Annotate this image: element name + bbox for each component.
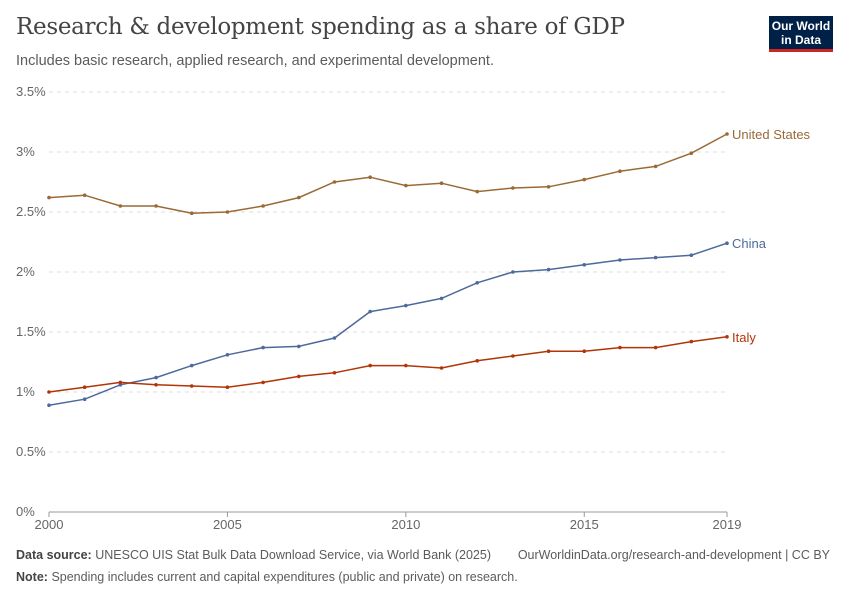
note-label: Note: (16, 570, 48, 584)
data-point (475, 359, 480, 363)
data-point (332, 336, 337, 340)
data-point (511, 354, 515, 358)
data-point (368, 363, 372, 368)
source-text[interactable]: UNESCO UIS Stat Bulk Data Download Servi… (95, 548, 491, 562)
x-tick-label: 2019 (713, 517, 742, 532)
data-point (439, 296, 444, 301)
series-label: China (732, 236, 767, 251)
data-point (725, 335, 729, 339)
data-point (653, 164, 658, 169)
data-point (582, 349, 587, 354)
data-point (154, 383, 158, 387)
data-point (189, 384, 194, 388)
data-point (725, 241, 729, 245)
data-point (368, 175, 372, 179)
y-tick-label: 1.5% (16, 324, 46, 339)
y-tick-label: 2% (16, 264, 35, 279)
note-text: Spending includes current and capital ex… (51, 570, 518, 584)
data-point (82, 193, 87, 197)
y-tick-label: 0.5% (16, 444, 46, 459)
data-point (511, 270, 515, 274)
series-label: United States (732, 127, 811, 142)
data-point (225, 353, 230, 357)
series-label: Italy (732, 330, 756, 345)
data-point (118, 204, 123, 208)
data-point (296, 344, 301, 349)
data-point (368, 309, 372, 314)
x-tick-label: 2000 (35, 517, 64, 532)
data-point (332, 180, 337, 184)
data-point (475, 281, 480, 285)
series-line-italy (48, 336, 728, 393)
x-tick-label: 2010 (391, 517, 420, 532)
data-point (296, 195, 301, 200)
chart-title: Research & development spending as a sha… (16, 14, 625, 40)
data-point (47, 195, 51, 200)
data-point (618, 169, 622, 173)
data-point (546, 349, 551, 354)
data-point (546, 185, 551, 189)
data-point (189, 211, 194, 215)
data-point (82, 397, 87, 402)
data-point (511, 186, 515, 190)
series-line-china (48, 242, 728, 406)
data-point (225, 385, 230, 390)
data-point (618, 258, 622, 262)
data-point (47, 390, 51, 394)
data-point (439, 366, 444, 370)
x-tick-label: 2015 (570, 517, 599, 532)
y-tick-label: 3% (16, 144, 35, 159)
data-point (653, 345, 658, 350)
y-tick-label: 3.5% (16, 84, 46, 99)
data-point (582, 263, 587, 267)
chart-subtitle: Includes basic research, applied researc… (16, 53, 494, 69)
data-point (546, 267, 551, 272)
data-point (225, 210, 230, 214)
data-point (332, 371, 337, 375)
data-point (618, 345, 622, 350)
source-line: Data source: UNESCO UIS Stat Bulk Data D… (16, 548, 491, 562)
data-point (653, 255, 658, 260)
data-point (154, 204, 158, 208)
source-url[interactable]: OurWorldinData.org/research-and-developm… (517, 548, 830, 562)
y-tick-label: 2.5% (16, 204, 46, 219)
note-line: Note: Spending includes current and capi… (16, 570, 518, 584)
data-point (154, 375, 158, 380)
data-point (404, 303, 408, 308)
series-line-united-states (48, 133, 728, 214)
data-point (725, 132, 729, 136)
owid-logo[interactable]: Our World in Data (769, 16, 833, 52)
data-point (689, 253, 694, 257)
data-point (189, 363, 194, 368)
data-point (689, 339, 694, 344)
data-point (118, 380, 123, 385)
data-point (582, 177, 587, 182)
data-point (404, 183, 408, 188)
data-point (82, 385, 87, 390)
data-point (296, 374, 301, 379)
data-point (404, 363, 408, 368)
data-point (261, 380, 265, 385)
y-tick-label: 1% (16, 384, 35, 399)
y-tick-label: 0% (16, 504, 35, 519)
x-tick-label: 2005 (213, 517, 242, 532)
source-label: Data source: (16, 548, 92, 562)
data-point (261, 204, 265, 208)
data-point (439, 181, 444, 185)
data-point (689, 151, 694, 155)
data-point (475, 189, 480, 194)
data-point (261, 345, 265, 350)
data-point (47, 403, 51, 408)
